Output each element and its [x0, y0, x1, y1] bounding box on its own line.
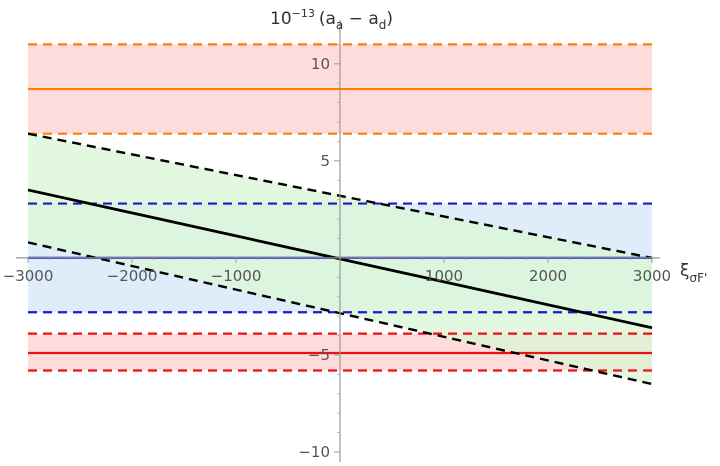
tick-labels: −3000 −2000 −1000 1000 2000 3000 −10 −5 5 10 — [3, 55, 671, 461]
y-tick-label: 10 — [311, 55, 330, 73]
y-tick-label: 5 — [320, 152, 330, 170]
axis-ticks — [27, 24, 653, 453]
x-tick-label: 3000 — [633, 267, 671, 285]
x-tick-label: −3000 — [3, 267, 54, 285]
x-tick-label: −2000 — [107, 267, 158, 285]
y-tick-label: −5 — [308, 346, 330, 364]
y-tick-label: −10 — [298, 443, 330, 461]
x-tick-label: −1000 — [211, 267, 262, 285]
x-axis-title: ξσF' — [680, 261, 707, 285]
x-tick-label: 1000 — [425, 267, 463, 285]
y-axis-title: 10−13 (aa − ad) — [270, 7, 393, 32]
x-tick-label: 2000 — [529, 267, 567, 285]
